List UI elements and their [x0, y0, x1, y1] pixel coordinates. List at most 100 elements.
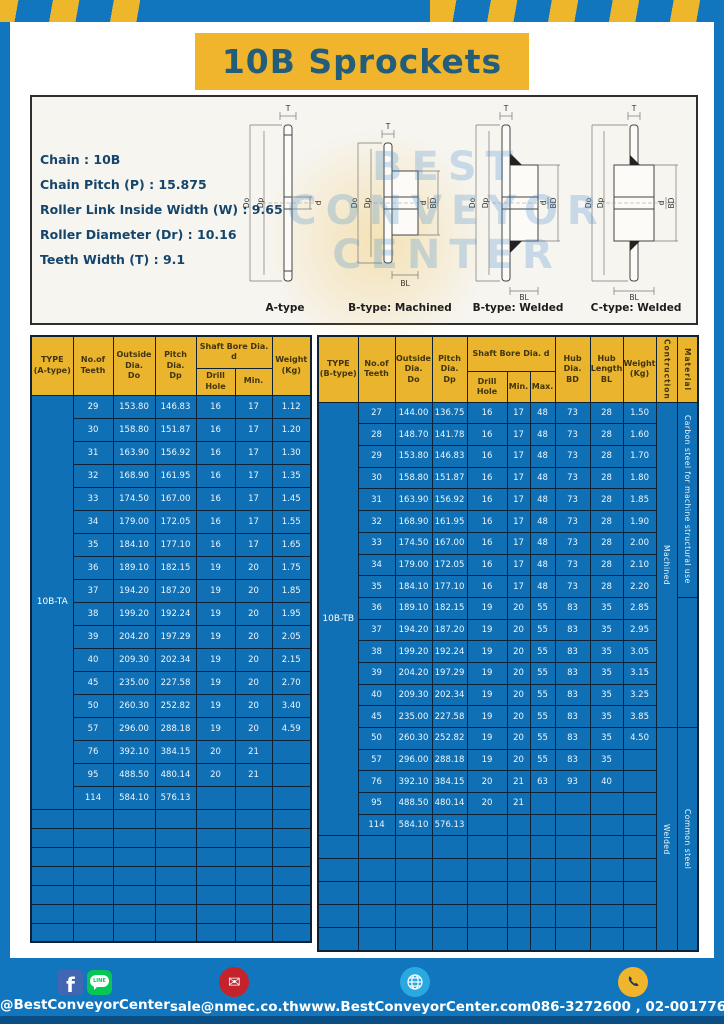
spec-line: Roller Diameter (Dr) : 10.16	[40, 227, 237, 242]
footer-contact-bar: f LINE @BestConveyorCenter ✉ sale@nmec.c…	[0, 958, 724, 1024]
table-row: 10B-TA 29 153.80 146.83 16 17 1.12	[30, 394, 312, 810]
diagram-c-type-welded: T Do Dp d BD BL C-type: Welded	[580, 103, 692, 317]
globe-icon	[400, 967, 431, 997]
table-row: 114 584.10 576.13	[31, 785, 312, 810]
svg-text:T: T	[631, 104, 637, 113]
table-row: 35 184.10 177.10 16 17 1.65	[31, 532, 312, 557]
col-header-max: Max.	[529, 371, 556, 403]
b-type-machined-drawing: T Do Dp d BD BL	[350, 122, 440, 288]
spec-line: Chain : 10B	[40, 152, 121, 167]
diagram-caption: B-type: Welded	[472, 302, 564, 314]
diagram-caption: A-type	[265, 302, 305, 314]
col-header-outside-dia: Outside Dia. Do	[394, 335, 433, 403]
empty-row	[317, 881, 698, 906]
col-header-construction: Contruction	[655, 335, 678, 403]
table-row: 34 179.00 172.05 16 17 48 73 28 2.10	[318, 553, 698, 577]
svg-text:T: T	[503, 104, 509, 113]
svg-text:BL: BL	[519, 293, 529, 301]
page-title-banner: 10B Sprockets	[195, 33, 529, 90]
empty-row	[317, 927, 698, 952]
footer-phone: 086-3272600 , 02-0017766	[531, 967, 724, 1015]
chain-specs: Chain : 10B Chain Pitch (P) : 15.875 Rolle…	[40, 147, 283, 272]
svg-text:Do: Do	[242, 197, 251, 208]
svg-text:Do: Do	[584, 197, 593, 208]
a-type-table: TYPE (A-type) No.of Teeth Outside Dia. D…	[30, 335, 312, 943]
construction-cell: Welded	[655, 727, 678, 952]
table-row: 36 189.10 182.15 19 20 1.75	[31, 555, 312, 580]
page-title: 10B Sprockets	[221, 42, 503, 81]
diagram-b-type-welded: T Do Dp d BD BL B-type: Welded	[462, 103, 574, 317]
col-header-drill-hole: Drill Hole	[466, 371, 508, 403]
sprocket-diagrams: T Do Dp d A-type T	[232, 103, 692, 317]
col-header-pitch-dia: Pitch Dia. Dp	[154, 335, 197, 396]
svg-text:Dp: Dp	[363, 197, 372, 208]
spec-line: Roller Link Inside Width (W) : 9.65	[40, 202, 283, 217]
table-row: 10B-TB 27 144.00 136.75 16 17 48 73 28 1.50 Machin…	[317, 401, 699, 837]
col-header-type: TYPE (A-type)	[30, 335, 74, 396]
svg-text:Do: Do	[468, 197, 477, 208]
spec-line: Teeth Width (T) : 9.1	[40, 252, 186, 267]
diagram-a-type: T Do Dp d A-type	[232, 103, 338, 317]
col-header-shaft-bore: Shaft Bore Dia. d	[195, 335, 273, 369]
c-type-welded-drawing: T Do Dp d BD BL	[584, 104, 678, 301]
svg-text:Dp: Dp	[596, 197, 605, 208]
diagram-b-type-machined: T Do Dp d BD BL B-type: Machined	[344, 103, 456, 317]
svg-text:T: T	[285, 104, 291, 113]
construction-cell: Machined	[655, 401, 678, 729]
svg-text:Do: Do	[350, 197, 359, 208]
svg-text:d: d	[657, 200, 666, 205]
table-row: 40 209.30 202.34 19 20 2.15	[31, 647, 312, 672]
table-row: 33 174.50 167.00 16 17 48 73 28 2.00	[318, 531, 698, 555]
table-row: 35 184.10 177.10 16 17 48 73 28 2.20	[318, 575, 698, 598]
table-row: 40 209.30 202.34 19 20 55 83 35 3.25	[318, 683, 698, 707]
empty-row	[30, 903, 312, 924]
empty-row	[30, 865, 312, 886]
svg-text:BD: BD	[549, 197, 558, 208]
type-label-cell: 10B-TB	[317, 401, 359, 837]
bottom-edge-strip	[0, 1016, 724, 1024]
diagram-caption: C-type: Welded	[590, 302, 682, 314]
col-header-hub-length: Hub Length BL	[589, 335, 624, 403]
col-header-hub-dia: Hub Dia. BD	[554, 335, 591, 403]
left-table-body: 10B-TA 29 153.80 146.83 16 17 1.12 30 158.80 151.…	[30, 394, 312, 943]
col-header-shaft-bore: Shaft Bore Dia. d	[466, 335, 556, 373]
website-url: www.BestConveyorCenter.com	[298, 999, 532, 1015]
table-row: 29 153.80 146.83 16 17 48 73 28 1.70	[318, 445, 698, 468]
material-cell: Common steel	[676, 727, 699, 952]
table-row: 30 158.80 151.87 16 17 48 73 28 1.80	[318, 466, 698, 490]
col-header-outside-dia: Outside Dia. Do	[112, 335, 156, 396]
empty-row	[30, 846, 312, 867]
phone-icon	[618, 967, 649, 997]
table-row: 31 163.90 156.92 16 17 48 73 28 1.85	[318, 488, 698, 512]
diagram-caption: B-type: Machined	[348, 302, 452, 314]
table-row: 36 189.10 182.15 19 20 55 83 35 2.85	[318, 596, 699, 729]
table-row: 37 194.20 187.20 19 20 55 83 35 2.95	[318, 618, 698, 642]
svg-text:BD: BD	[429, 197, 438, 208]
col-header-weight: Weight (Kg)	[622, 335, 657, 403]
footer-social: f LINE @BestConveyorCenter	[0, 969, 170, 1013]
empty-row	[317, 835, 698, 860]
empty-row	[30, 808, 312, 829]
a-type-drawing: T Do Dp d	[242, 104, 323, 282]
svg-text:Dp: Dp	[481, 197, 490, 208]
col-header-pitch-dia: Pitch Dia. Dp	[431, 335, 468, 403]
type-label-cell: 10B-TA	[30, 394, 74, 810]
diagonal-stripes-left	[0, 0, 142, 22]
empty-row	[317, 858, 698, 883]
svg-text:BL: BL	[629, 293, 639, 301]
line-app-icon: LINE	[86, 969, 112, 995]
empty-row	[30, 884, 312, 905]
mail-icon: ✉	[219, 967, 250, 997]
footer-email: ✉ sale@nmec.co.th	[170, 967, 299, 1015]
table-row: 30 158.80 151.87 16 17 1.20	[31, 417, 312, 442]
table-row: 31 163.90 156.92 16 17 1.30	[31, 440, 312, 465]
diagonal-stripes-right	[430, 0, 724, 22]
table-row: 33 174.50 167.00 16 17 1.45	[31, 486, 312, 511]
social-handle: @BestConveyorCenter	[0, 996, 170, 1013]
table-row: 38 199.20 192.24 19 20 55 83 35 3.05	[318, 640, 698, 663]
top-decorative-bar	[0, 0, 724, 22]
col-header-drill-hole: Drill Hole	[195, 367, 236, 396]
table-row: 39 204.20 197.29 19 20 2.05	[31, 624, 312, 649]
material-cell	[676, 596, 699, 729]
facebook-icon: f	[57, 969, 83, 995]
